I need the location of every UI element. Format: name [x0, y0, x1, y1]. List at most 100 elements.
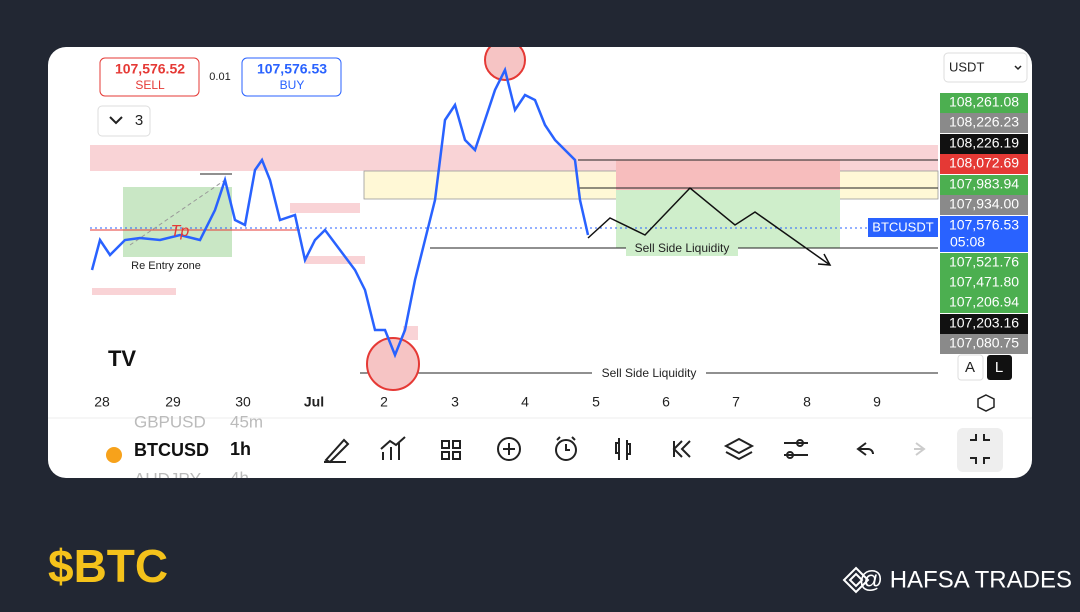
price-tag: 107,983.94: [949, 176, 1019, 192]
price-tag-bg: [940, 195, 1028, 215]
price-tag: 108,226.23: [949, 114, 1019, 130]
watch-timeframe[interactable]: 4h: [230, 468, 249, 487]
price-tag-bg: [940, 113, 1028, 133]
label-bg: [626, 241, 738, 256]
price-tag: 107,521.76: [949, 254, 1019, 270]
undo-icon[interactable]: [856, 442, 874, 456]
buy-button[interactable]: [241, 57, 342, 97]
app-card: Tp Re Entry zone Sell Side Liquidity Sel…: [48, 47, 1032, 488]
time-label: 4: [521, 394, 529, 410]
buy-label: BUY: [280, 78, 305, 92]
price-tag-bg: [940, 273, 1028, 293]
price-tag: 107,080.75: [949, 335, 1019, 351]
highlight-circle: [484, 47, 526, 81]
watch-timeframe[interactable]: 1h: [230, 439, 251, 459]
auto-scale-button[interactable]: [957, 354, 984, 381]
btc-icon: [106, 447, 122, 463]
price-scale: 108,261.08 108,226.23 108,226.19 108,072.69…: [940, 93, 1028, 354]
price-tag-bg: [940, 93, 1028, 113]
layers-icon[interactable]: [723, 437, 755, 461]
symbol-tag: BTCUSDT: [872, 219, 933, 234]
time-label: 30: [235, 394, 251, 410]
watch-symbol[interactable]: BTCUSD: [134, 440, 209, 460]
currency: USDT: [949, 59, 984, 74]
arrow-head: [817, 253, 832, 266]
small-zone: [92, 288, 176, 295]
time-label: 29: [165, 394, 181, 410]
risk-zone: [616, 160, 840, 190]
time-label: 3: [451, 394, 459, 410]
price-tag-bg: [940, 253, 1028, 273]
time-label: 28: [94, 394, 110, 410]
price-tag: 107,203.16: [949, 315, 1019, 331]
price-tag: 107,934.00: [949, 196, 1019, 212]
interval-toggle[interactable]: [97, 105, 151, 137]
alert-icon[interactable]: [555, 439, 577, 461]
add-icon[interactable]: [497, 437, 521, 461]
sell-button[interactable]: [99, 57, 200, 97]
candle-icon[interactable]: [615, 438, 631, 460]
small-zone: [305, 256, 365, 264]
small-zone: [290, 203, 360, 213]
chevron: [1014, 65, 1022, 71]
fullscreen-bg[interactable]: [957, 428, 1003, 472]
price-tag: 108,226.19: [949, 135, 1019, 151]
long-zone: [123, 187, 232, 257]
log-scale-button[interactable]: [987, 355, 1012, 380]
spread: 0.01: [209, 71, 230, 83]
price-tag-bg: [940, 175, 1028, 195]
layout-icon[interactable]: [441, 440, 461, 460]
currency-select[interactable]: [943, 52, 1028, 83]
toolbar: [324, 428, 1003, 472]
fullscreen-icon[interactable]: [970, 434, 990, 464]
price-path: [90, 66, 590, 359]
chevron: [109, 116, 123, 125]
time-label: 7: [732, 394, 740, 410]
auto-scale: A: [965, 359, 975, 376]
small-zone: [403, 326, 418, 340]
buy-price: 107,576.53: [257, 61, 327, 77]
projection-path: [587, 186, 831, 266]
watch-symbol[interactable]: GBPUSD: [134, 412, 206, 431]
indicator-icon[interactable]: [380, 436, 406, 460]
label-bg: [592, 366, 706, 381]
time-axis: 28 29 30 Jul 2 3 4 5 6 7 8 9: [94, 394, 881, 410]
sell-label: SELL: [135, 78, 165, 92]
price-tag-bg: [940, 134, 1028, 154]
time-label: Jul: [304, 394, 324, 410]
label-bg: [125, 258, 231, 272]
log-scale: L: [995, 359, 1003, 376]
price-tag: 108,072.69: [949, 155, 1019, 171]
countdown: 05:08: [950, 234, 985, 250]
price-tag: 107,206.94: [949, 294, 1019, 310]
draw-icon[interactable]: [324, 438, 350, 464]
time-label: 9: [873, 394, 881, 410]
highlight-circle: [366, 337, 420, 391]
redo-icon[interactable]: [914, 442, 926, 456]
price-tag: 108,261.08: [949, 94, 1019, 110]
price-tag-bg: [940, 293, 1028, 313]
price-tag-bg: [940, 154, 1028, 174]
time-label: 2: [380, 394, 388, 410]
credit-logo: [842, 566, 870, 594]
price-tag-bg: [940, 314, 1028, 334]
tp-label: Tp: [171, 223, 190, 240]
trend-dash: [129, 179, 226, 246]
credit: @ HAFSA TRADES: [859, 566, 1072, 593]
replay-icon[interactable]: [672, 440, 691, 458]
watch-timeframe[interactable]: 45m: [230, 412, 263, 431]
reentry-label: Re Entry zone: [131, 260, 201, 272]
tv-logo: TV: [108, 346, 136, 371]
watch-symbol[interactable]: AUDJPY: [134, 469, 201, 488]
interval-count: 3: [135, 112, 143, 129]
price-tag-bg: [940, 216, 1028, 252]
time-label: 8: [803, 394, 811, 410]
liquidity-label: Sell Side Liquidity: [602, 366, 697, 380]
settings-icon[interactable]: [977, 394, 995, 412]
liquidity-label: Sell Side Liquidity: [635, 241, 730, 255]
time-label: 6: [662, 394, 670, 410]
price-tag-bg: [940, 334, 1028, 354]
price-tag: 107,576.53: [949, 217, 1019, 233]
